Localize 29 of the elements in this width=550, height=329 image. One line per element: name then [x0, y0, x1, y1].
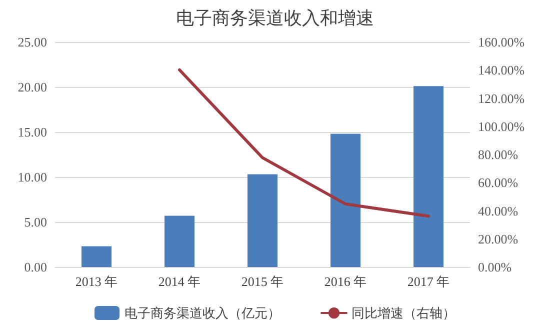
y-tick-label: 10.00 [18, 170, 47, 184]
x-tick-label: 2017 年 [407, 274, 450, 289]
line-series [178, 68, 430, 218]
bar [82, 246, 112, 267]
x-tick-label: 2016 年 [324, 274, 367, 289]
y2-tick-label: 60.00% [478, 175, 518, 190]
x-tick-label: 2013 年 [75, 274, 118, 289]
bar [164, 216, 194, 267]
y2-tick-label: 100.00% [478, 118, 525, 134]
bar [248, 174, 278, 267]
y2-tick-label: 20.00% [478, 231, 518, 246]
chart-title: 电子商务渠道收入和增速 [176, 8, 374, 28]
legend-label: 同比增速（右轴） [352, 306, 456, 320]
bar [330, 134, 360, 267]
x-tick-label: 2014 年 [158, 274, 201, 289]
y2-tick-label: 0.00% [478, 260, 512, 274]
y-tick-label: 0.00 [24, 260, 47, 274]
bar [414, 86, 444, 267]
y-tick-label: 25.00 [18, 34, 47, 50]
y2-tick-label: 40.00% [478, 203, 518, 218]
y2-tick-label: 80.00% [478, 147, 518, 162]
y2-tick-label: 160.00% [478, 34, 525, 50]
x-tick-label: 2015 年 [241, 274, 284, 289]
legend-label: 电子商务渠道收入（亿元） [124, 306, 280, 320]
y-tick-label: 15.00 [18, 124, 47, 140]
y2-tick-label: 120.00% [478, 90, 525, 106]
y-tick-label: 5.00 [24, 214, 47, 230]
y2-tick-label: 140.00% [478, 62, 525, 78]
y-tick-label: 20.00 [18, 80, 47, 94]
